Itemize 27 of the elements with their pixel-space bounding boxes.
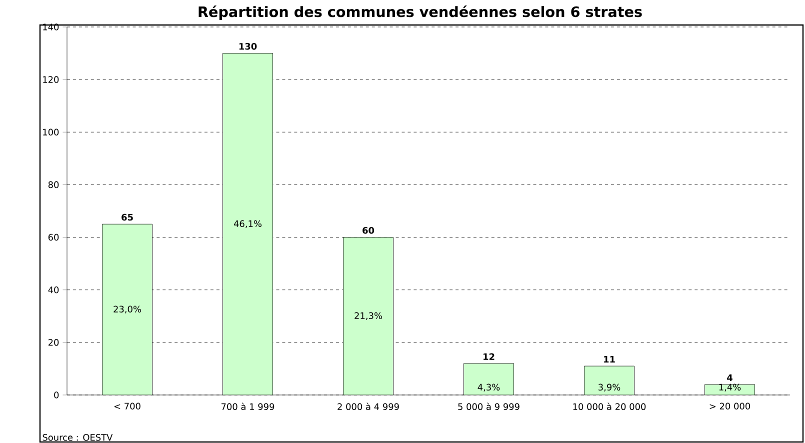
x-tick-label: 10 000 à 20 000 xyxy=(573,402,646,410)
x-tick-label: > 20 000 xyxy=(710,402,750,410)
data-label: 4 xyxy=(727,374,732,381)
x-tick-label: < 700 xyxy=(114,402,140,410)
y-tick-label: 20 xyxy=(48,339,59,346)
y-tick-label: 120 xyxy=(43,76,59,83)
annotation: 23,0% xyxy=(114,306,142,314)
y-tick-label: 40 xyxy=(48,286,59,294)
annotation: 21,3% xyxy=(354,312,382,320)
annotation: 1,4% xyxy=(719,384,741,392)
y-tick-label: 100 xyxy=(43,128,59,136)
data-label: 130 xyxy=(239,42,257,50)
y-tick-label: 60 xyxy=(48,234,59,241)
annotation: 4,3% xyxy=(478,384,500,392)
y-tick-label: 0 xyxy=(54,392,59,398)
data-label: 12 xyxy=(484,353,494,360)
chart-title: Répartition des communes vendéennes selon 6 strates xyxy=(198,6,642,20)
data-label: 60 xyxy=(362,226,374,234)
source-note: Source : OESTV xyxy=(42,434,113,441)
y-tick-label: 80 xyxy=(48,181,59,188)
annotation: 46,1% xyxy=(234,220,262,228)
x-tick-label: 5 000 à 9 999 xyxy=(458,402,520,410)
annotation: 3,9% xyxy=(598,384,620,392)
x-tick-label: 2 000 à 4 999 xyxy=(338,402,399,410)
x-tick-label: 700 à 1 999 xyxy=(222,402,274,410)
data-label: 11 xyxy=(604,356,615,363)
data-label: 65 xyxy=(122,214,133,221)
